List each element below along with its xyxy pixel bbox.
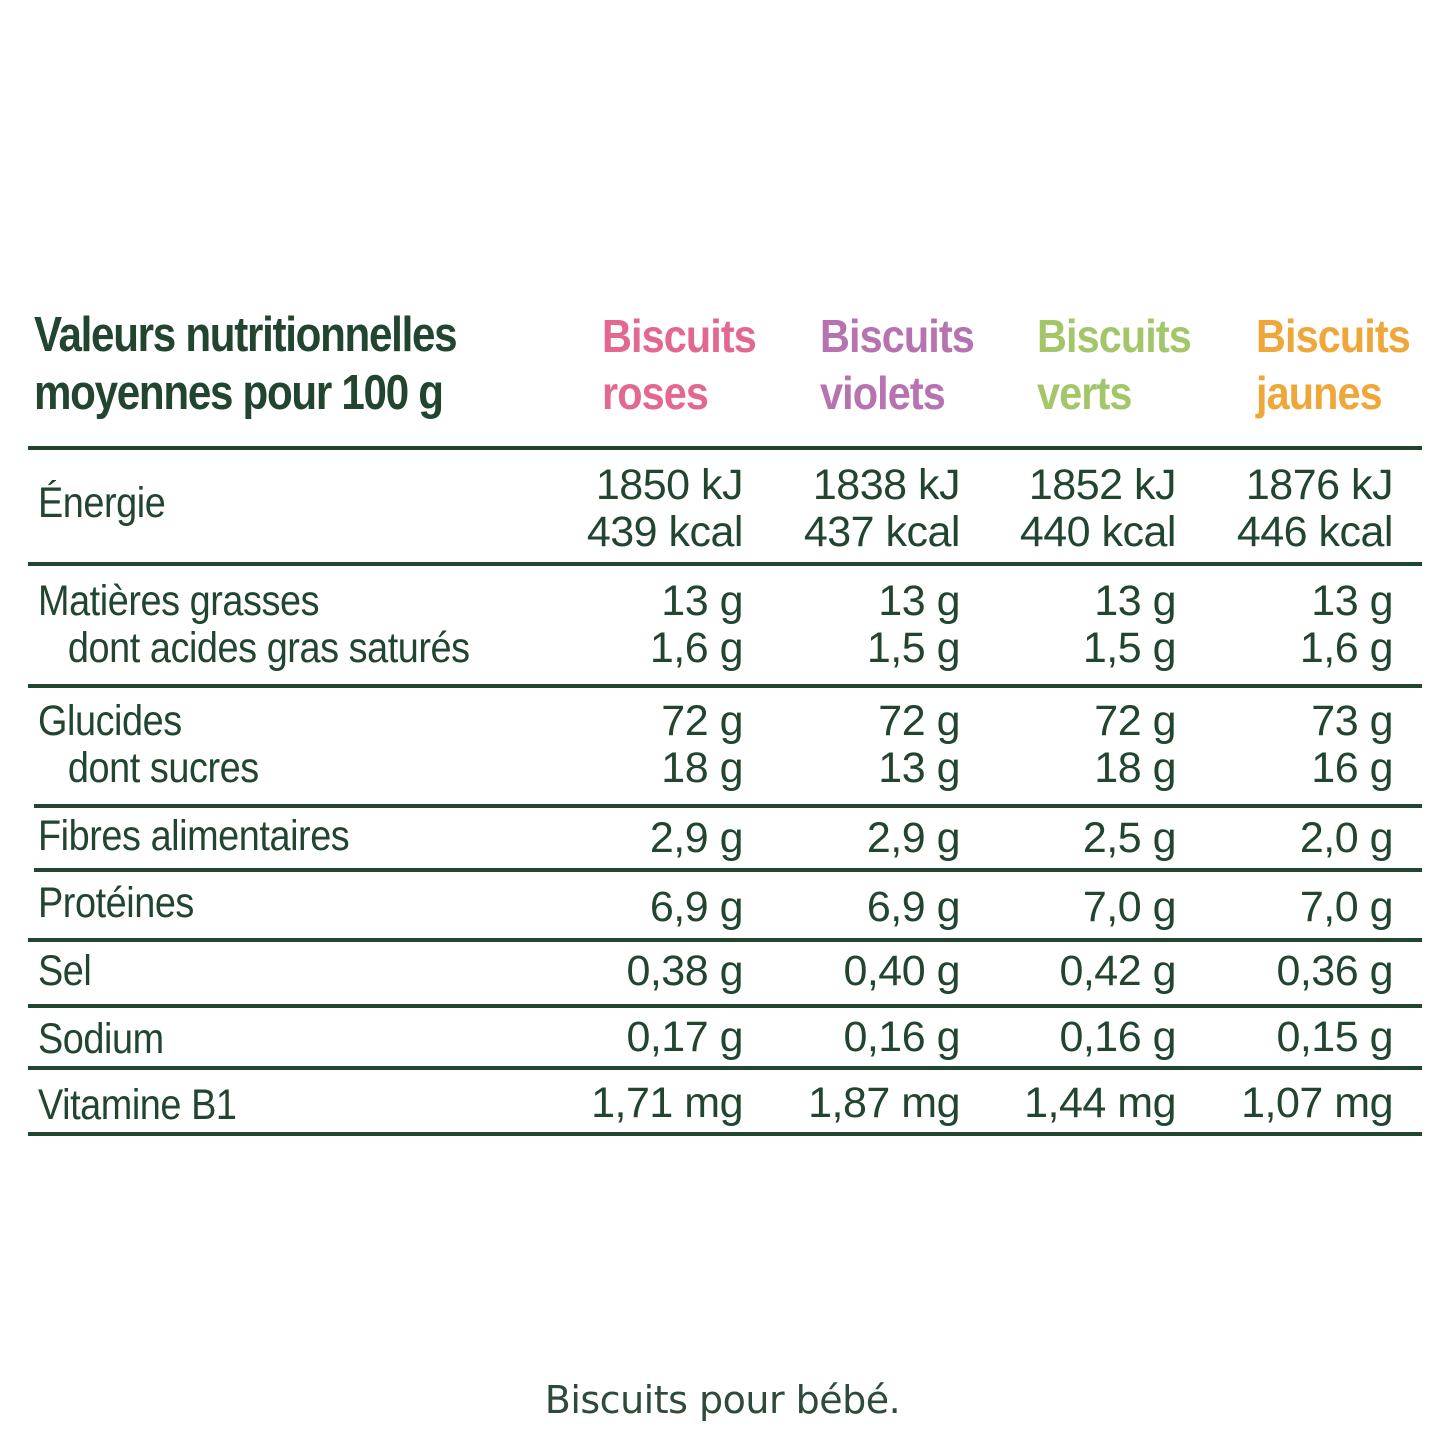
- cell-verts: 1,44 mg: [1024, 1079, 1176, 1127]
- cell-roses: 0,17 g: [626, 1013, 743, 1061]
- cell-verts: 0,42 g: [1059, 947, 1176, 995]
- table-header: Valeurs nutritionnelles moyennes pour 10…: [28, 300, 1422, 446]
- cell-jaunes: 13 g 1,6 g: [1299, 577, 1394, 672]
- divider: [34, 804, 1422, 808]
- cell-jaunes: 0,15 g: [1276, 1013, 1393, 1061]
- cell-violets: 0,40 g: [843, 947, 960, 995]
- cell-verts: 7,0 g: [1082, 883, 1177, 931]
- cell-roses: 13 g 1,6 g: [649, 577, 744, 672]
- column-header-verts: Biscuits verts: [1037, 310, 1192, 419]
- divider: [28, 1132, 1422, 1136]
- row-label: Vitamine B1: [38, 1081, 237, 1129]
- row-label: Sel: [38, 947, 92, 995]
- cell-verts: 0,16 g: [1059, 1013, 1176, 1061]
- cell-violets: 6,9 g: [866, 883, 961, 931]
- divider: [28, 684, 1422, 688]
- cell-roses: 1,71 mg: [591, 1079, 743, 1127]
- cell-violets: 1838 kJ 437 kcal: [803, 461, 961, 556]
- cell-jaunes: 2,0 g: [1299, 814, 1394, 862]
- cell-violets: 1,87 mg: [808, 1079, 960, 1127]
- row-sel: Sel 0,38 g 0,40 g 0,42 g 0,36 g: [28, 942, 1422, 1004]
- divider: [28, 1066, 1422, 1070]
- cell-roses: 2,9 g: [649, 814, 744, 862]
- cell-verts: 1852 kJ 440 kcal: [1019, 461, 1177, 556]
- divider: [28, 446, 1422, 450]
- row-energie: Énergie 1850 kJ 439 kcal 1838 kJ 437 kcal …: [28, 450, 1422, 562]
- cell-violets: 2,9 g: [866, 814, 961, 862]
- column-header-violets: Biscuits violets: [820, 310, 975, 419]
- row-sodium: Sodium 0,17 g 0,16 g 0,16 g 0,15 g: [28, 1008, 1422, 1066]
- row-sublabel: dont acides gras saturés: [67, 624, 470, 672]
- row-matieres-grasses: Matières grasses dont acides gras saturé…: [28, 566, 1422, 684]
- row-fibres: Fibres alimentaires 2,9 g 2,9 g 2,5 g 2,…: [28, 808, 1422, 868]
- row-label: Glucides dont sucres: [38, 697, 259, 792]
- cell-jaunes: 1,07 mg: [1241, 1079, 1393, 1127]
- column-header-roses: Biscuits roses: [602, 310, 757, 419]
- cell-violets: 0,16 g: [843, 1013, 960, 1061]
- divider: [28, 938, 1422, 942]
- cell-roses: 72 g 18 g: [661, 697, 743, 792]
- row-label: Sodium: [38, 1015, 164, 1063]
- cell-verts: 72 g 18 g: [1094, 697, 1176, 792]
- cell-jaunes: 73 g 16 g: [1311, 697, 1393, 792]
- footer-caption: Biscuits pour bébé.: [544, 1378, 901, 1422]
- row-vitamine-b1: Vitamine B1 1,71 mg 1,87 mg 1,44 mg 1,07…: [28, 1070, 1422, 1132]
- cell-verts: 2,5 g: [1082, 814, 1177, 862]
- row-sublabel: dont sucres: [67, 744, 259, 792]
- column-header-jaunes: Biscuits jaunes: [1256, 310, 1411, 419]
- cell-roses: 6,9 g: [649, 883, 744, 931]
- row-glucides: Glucides dont sucres 72 g 18 g 72 g 13 g 7…: [28, 688, 1422, 804]
- cell-violets: 72 g 13 g: [878, 697, 960, 792]
- cell-verts: 13 g 1,5 g: [1082, 577, 1177, 672]
- row-label: Fibres alimentaires: [38, 812, 350, 860]
- divider: [28, 1004, 1422, 1008]
- table-title: Valeurs nutritionnelles moyennes pour 10…: [34, 308, 458, 420]
- row-proteines: Protéines 6,9 g 6,9 g 7,0 g 7,0 g: [28, 872, 1422, 938]
- row-label: Matières grasses dont acides gras saturé…: [38, 577, 470, 672]
- cell-jaunes: 7,0 g: [1299, 883, 1394, 931]
- cell-jaunes: 0,36 g: [1276, 947, 1393, 995]
- cell-jaunes: 1876 kJ 446 kcal: [1236, 461, 1394, 556]
- divider: [28, 562, 1422, 566]
- row-label: Énergie: [38, 479, 166, 527]
- cell-violets: 13 g 1,5 g: [866, 577, 961, 672]
- divider: [34, 868, 1422, 872]
- cell-roses: 0,38 g: [626, 947, 743, 995]
- cell-roses: 1850 kJ 439 kcal: [586, 461, 744, 556]
- nutrition-table: Valeurs nutritionnelles moyennes pour 10…: [28, 300, 1422, 1136]
- row-label: Protéines: [38, 879, 194, 927]
